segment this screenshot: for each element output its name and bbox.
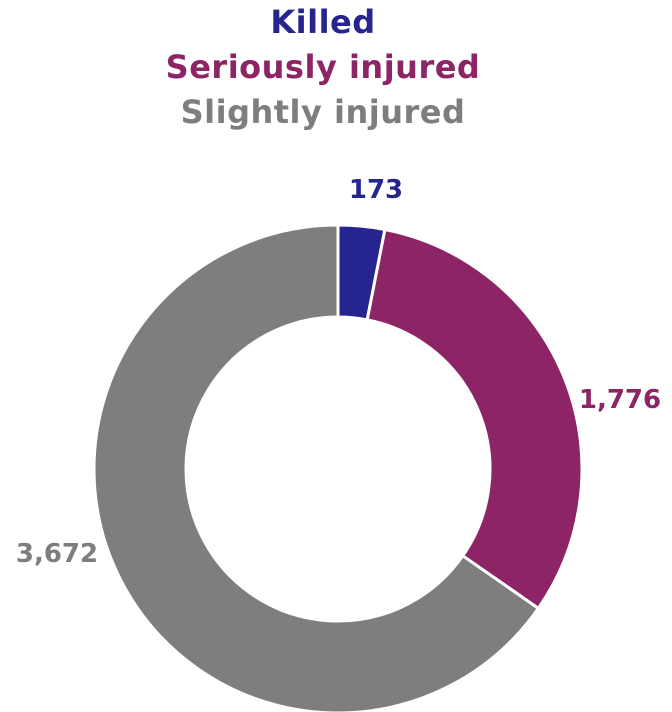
legend-entry-seriously-injured: Seriously injured: [165, 48, 481, 86]
slice-seriously-injured: [365, 228, 584, 610]
data-label-slightly-injured: 3,672: [16, 539, 98, 569]
data-labels: 173 1,776 3,672: [16, 175, 661, 569]
legend-entry-killed: Killed: [270, 3, 376, 41]
donut-slices: [92, 223, 584, 712]
slice-slightly-injured: [92, 223, 540, 712]
data-label-seriously-injured: 1,776: [579, 385, 661, 415]
legend-entry-slightly-injured: Slightly injured: [180, 93, 466, 131]
chart-legend: Killed Seriously injured Slightly injure…: [0, 0, 646, 135]
data-label-killed: 173: [349, 175, 403, 205]
